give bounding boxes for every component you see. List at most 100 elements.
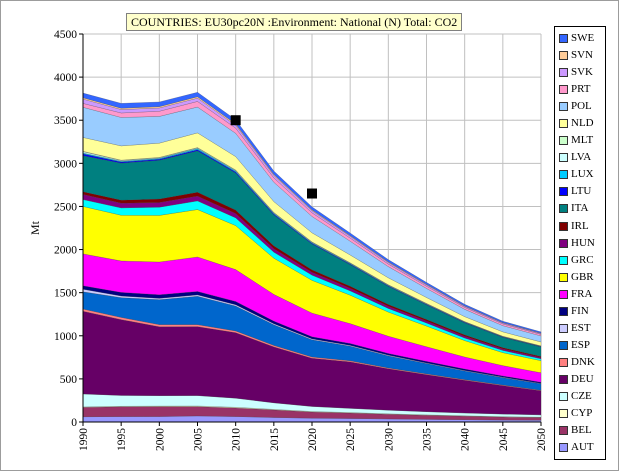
legend-label: BEL: [571, 424, 592, 437]
legend-label: DEU: [571, 372, 594, 385]
x-tick-label: 2030: [383, 428, 395, 451]
y-axis-label: Mt: [28, 220, 42, 235]
x-tick-label: 2005: [193, 428, 205, 451]
legend-swatch: [559, 51, 568, 61]
legend-item-fin: FIN: [555, 303, 605, 320]
legend-item-pol: POL: [555, 98, 605, 115]
legend-item-est: EST: [555, 320, 605, 337]
legend-label: CZE: [571, 390, 592, 402]
target-marker: [307, 188, 317, 199]
legend-item-swe: SWE: [555, 30, 605, 47]
legend-label: IRL: [571, 219, 589, 232]
legend-item-nld: NLD: [555, 115, 605, 132]
legend-item-svk: SVK: [555, 64, 605, 81]
y-tick-label: 3000: [54, 158, 77, 170]
legend-swatch: [559, 392, 568, 401]
y-tick-label: 2500: [54, 201, 77, 213]
legend-label: PRT: [571, 83, 591, 96]
legend-swatch: [559, 119, 568, 129]
legend-item-mlt: MLT: [555, 132, 605, 149]
chart-title: COUNTRIES: EU30pc20N :Environment: Natio…: [126, 13, 463, 31]
legend-swatch: [559, 221, 568, 231]
legend-label: GBR: [571, 270, 594, 283]
legend-swatch: [559, 68, 568, 78]
legend-label: LUX: [571, 168, 594, 181]
legend-item-deu: DEU: [555, 371, 605, 388]
x-tick-label: 2015: [269, 428, 281, 451]
legend-item-svn: SVN: [555, 47, 605, 64]
chart-legend: SWE SVN SVK PRT POL NLD MLT LVA LUX LTU ITA IRL HUN G…: [554, 26, 606, 460]
legend-item-prt: PRT: [555, 81, 605, 98]
y-tick-label: 4000: [54, 72, 77, 84]
legend-swatch: [559, 153, 568, 163]
x-tick-label: 2050: [536, 428, 548, 451]
legend-item-ita: ITA: [555, 200, 605, 217]
legend-item-irl: IRL: [555, 218, 605, 235]
legend-label: ITA: [571, 202, 589, 215]
legend-label: NLD: [571, 117, 594, 130]
legend-item-fra: FRA: [555, 286, 605, 303]
legend-swatch: [559, 289, 568, 299]
x-tick-label: 1990: [78, 428, 90, 451]
legend-swatch: [559, 409, 568, 419]
legend-label: AUT: [571, 441, 594, 454]
legend-item-lva: LVA: [555, 149, 605, 166]
legend-item-aut: AUT: [555, 439, 605, 456]
x-tick-label: 2035: [422, 428, 434, 451]
legend-label: GRC: [571, 253, 594, 266]
area-series-swe: [82, 92, 542, 334]
legend-swatch: [559, 102, 568, 112]
legend-swatch: [559, 204, 568, 214]
legend-swatch: [559, 340, 568, 350]
legend-label: HUN: [571, 236, 595, 249]
legend-item-cyp: CYP: [555, 405, 605, 422]
legend-item-cze: CZE: [555, 388, 605, 405]
legend-label: SVK: [571, 66, 594, 79]
legend-label: MLT: [571, 134, 594, 147]
legend-swatch: [559, 306, 568, 316]
x-tick-label: 2000: [154, 428, 166, 451]
legend-item-esp: ESP: [555, 337, 605, 354]
x-tick-label: 2010: [231, 428, 243, 451]
legend-swatch: [559, 255, 568, 265]
y-tick-label: 1000: [54, 331, 77, 343]
legend-item-targets: Targets: [555, 456, 605, 460]
legend-swatch: [559, 374, 568, 384]
legend-label: EST: [571, 321, 591, 334]
legend-swatch: [559, 34, 568, 44]
legend-label: SVN: [571, 49, 594, 62]
legend-swatch: [559, 136, 568, 146]
legend-label: FIN: [571, 304, 589, 317]
legend-swatch: [559, 357, 568, 367]
legend-item-bel: BEL: [555, 422, 605, 439]
legend-label: FRA: [571, 287, 593, 300]
x-tick-label: 2040: [460, 428, 472, 451]
y-tick-label: 3500: [54, 115, 77, 127]
legend-label: LTU: [571, 185, 592, 198]
legend-item-gbr: GBR: [555, 269, 605, 286]
x-tick-label: 2045: [498, 428, 510, 451]
legend-item-dnk: DNK: [555, 354, 605, 371]
legend-swatch: [559, 85, 568, 95]
legend-label: Targets: [571, 459, 600, 460]
legend-swatch: [559, 170, 568, 180]
x-tick-label: 2025: [345, 428, 357, 451]
y-tick-label: 500: [60, 374, 78, 386]
legend-label: POL: [571, 100, 592, 113]
legend-item-lux: LUX: [555, 166, 605, 183]
x-tick-label: 2020: [307, 428, 319, 451]
legend-swatch: [559, 443, 568, 453]
legend-label: LVA: [571, 151, 592, 164]
legend-item-ltu: LTU: [555, 183, 605, 200]
legend-item-grc: GRC: [555, 252, 605, 269]
legend-swatch: [559, 272, 568, 282]
target-marker: [230, 115, 241, 126]
legend-swatch: [559, 238, 568, 248]
y-tick-label: 4500: [54, 29, 77, 41]
legend-label: SWE: [571, 32, 595, 45]
y-tick-label: 0: [71, 417, 77, 429]
legend-swatch: [559, 323, 568, 333]
legend-swatch: [559, 426, 568, 436]
